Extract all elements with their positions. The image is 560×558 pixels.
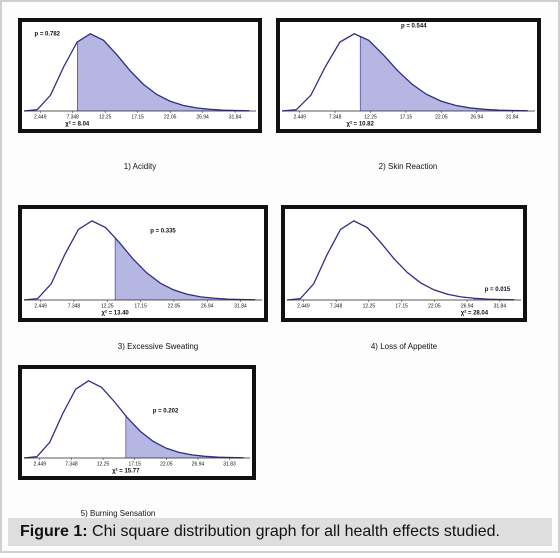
- density-curve: [23, 33, 250, 112]
- x-tick-label: 12.25: [99, 114, 112, 120]
- x-tick-label: 22.05: [428, 303, 441, 309]
- panel-caption: 5) Burning Sensation: [81, 509, 156, 518]
- p-label: p = 0.335: [150, 228, 176, 234]
- statistic-label: χ² = 28.04: [461, 310, 489, 317]
- density-curve: [286, 220, 515, 301]
- x-tick-label: 26.94: [470, 114, 483, 120]
- panel-caption: 2) Skin Reaction: [379, 162, 438, 171]
- x-tick-label: 17.15: [128, 461, 141, 467]
- x-tick-label: 17.15: [400, 114, 413, 120]
- x-tick-label: 2.449: [297, 303, 310, 309]
- statistic-label: χ² = 13.40: [101, 310, 129, 317]
- density-curve: [281, 33, 528, 112]
- x-tick-label: 12.25: [97, 461, 110, 467]
- figure-text: Chi square distribution graph for all he…: [88, 523, 500, 540]
- x-tick-label: 2.449: [34, 461, 47, 467]
- x-tick-label: 2.449: [34, 303, 47, 309]
- statistic-label: χ² = 8.04: [65, 121, 90, 128]
- density-curve: [23, 380, 244, 459]
- panel-caption: 4) Loss of Appetite: [371, 342, 438, 351]
- x-tick-label: 7.348: [68, 303, 81, 309]
- x-tick-label: 7.348: [65, 461, 78, 467]
- x-tick-label: 26.94: [461, 303, 474, 309]
- x-tick-label: 7.348: [66, 114, 79, 120]
- x-tick-label: 31.84: [494, 303, 507, 309]
- x-tick-label: 31.84: [234, 303, 247, 309]
- x-tick-label: 22.05: [164, 114, 177, 120]
- x-tick-label: 22.05: [168, 303, 181, 309]
- tail-area: [125, 415, 244, 458]
- p-label: p = 0.015: [485, 287, 511, 293]
- figure-label: Figure 1:: [20, 523, 88, 540]
- x-tick-label: 12.25: [101, 303, 114, 309]
- x-tick-label: 7.348: [329, 114, 342, 120]
- panel-caption: 3) Excessive Sweating: [118, 342, 198, 351]
- statistic-label: χ² = 10.82: [347, 121, 375, 128]
- x-tick-label: 2.449: [34, 114, 47, 120]
- x-tick-label: 22.05: [435, 114, 448, 120]
- x-tick-label: 26.94: [201, 303, 214, 309]
- tail-area: [474, 298, 515, 300]
- x-tick-label: 26.94: [192, 461, 205, 467]
- tail-area: [115, 237, 256, 300]
- x-tick-label: 2.449: [293, 114, 306, 120]
- statistic-label: χ² = 15.77: [112, 468, 140, 475]
- x-tick-label: 17.15: [134, 303, 147, 309]
- caption-bar: [8, 518, 552, 546]
- density-curve: [23, 220, 256, 301]
- x-tick-label: 31.84: [229, 114, 242, 120]
- x-tick-label: 12.25: [363, 303, 376, 309]
- x-tick-label: 22.05: [160, 461, 173, 467]
- x-tick-label: 7.348: [330, 303, 343, 309]
- x-tick-label: 17.15: [131, 114, 144, 120]
- x-tick-label: 26.94: [196, 114, 209, 120]
- tail-area: [360, 36, 528, 111]
- x-tick-label: 31.84: [506, 114, 519, 120]
- figure-caption: Figure 1: Chi square distribution graph …: [20, 523, 500, 540]
- x-tick-label: 17.15: [395, 303, 408, 309]
- panel-caption: 1) Acidity: [124, 162, 156, 171]
- p-label: p = 0.544: [401, 24, 427, 30]
- x-tick-label: 31.83: [223, 461, 236, 467]
- p-label: p = 0.782: [35, 32, 61, 38]
- tail-area: [77, 33, 250, 111]
- x-tick-label: 12.25: [364, 114, 377, 120]
- p-label: p = 0.202: [153, 409, 179, 415]
